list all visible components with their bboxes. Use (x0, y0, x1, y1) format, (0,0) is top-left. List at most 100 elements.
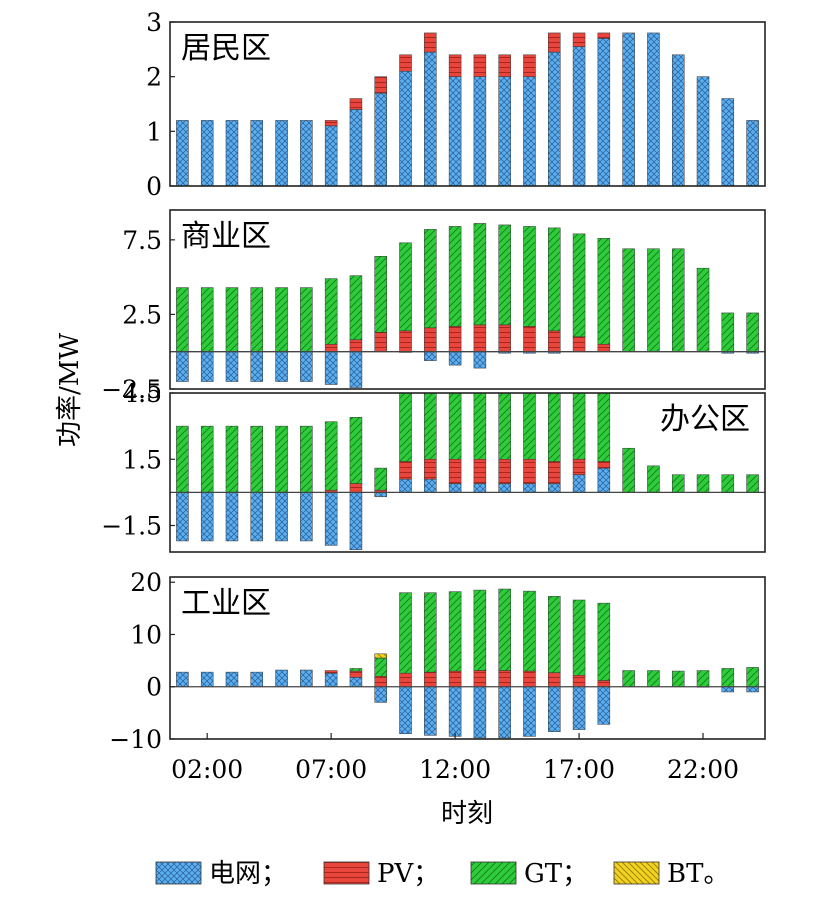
bar-gt-h14 (498, 393, 511, 460)
bar-grid-h8 (349, 492, 363, 551)
panel-frame (169, 576, 766, 740)
bar-gt-h16 (548, 393, 561, 462)
bar-pv-h18 (597, 680, 611, 687)
bar-grid-h17 (572, 686, 586, 730)
bar-gt-h1 (176, 425, 189, 493)
bar-pv-h15 (523, 459, 536, 484)
legend-swatch (470, 861, 517, 885)
bar-gt-h5 (275, 287, 288, 352)
bar-grid-h10 (399, 686, 412, 735)
legend: 电网； PV； GT； BT。 (155, 859, 729, 889)
bar-gt-h7 (324, 278, 338, 345)
bar-grid-h16 (548, 483, 561, 493)
bar-grid-h13 (473, 686, 487, 739)
bar-grid-h16 (548, 686, 561, 732)
bar-pv-h7 (324, 670, 338, 674)
bar-grid-h10 (399, 70, 412, 186)
bar-gt-h7 (324, 421, 338, 491)
bar-gt-h15 (523, 590, 536, 672)
bar-gt-h19 (622, 670, 635, 687)
bar-gt-h13 (473, 223, 487, 326)
y-tick-label: −1.5 (101, 512, 162, 541)
bar-grid-h3 (225, 492, 239, 542)
bar-grid-h4 (250, 120, 264, 186)
bar-pv-h12 (448, 54, 462, 77)
bar-grid-h9 (374, 492, 387, 498)
bar-gt-h6 (300, 287, 313, 352)
bar-gt-h19 (622, 248, 635, 352)
bar-grid-h17 (572, 474, 586, 493)
bar-gt-h20 (647, 248, 660, 352)
bar-pv-h18 (597, 32, 611, 39)
bar-pv-h9 (374, 332, 387, 352)
legend-swatch (155, 861, 202, 885)
bar-gt-h4 (250, 425, 264, 493)
bar-gt-h10 (399, 592, 412, 674)
bar-gt-h15 (523, 393, 536, 460)
bar-gt-h23 (721, 312, 735, 352)
x-axis-ticks: 02:00 07:00 12:00 17:00 22:00 (171, 733, 739, 784)
bar-gt-h21 (671, 248, 685, 352)
bar-grid-h17 (572, 46, 586, 186)
y-tick-label: 1 (146, 117, 162, 146)
bar-grid-h1 (176, 671, 189, 687)
bar-grid-h4 (250, 671, 264, 687)
panel-frame (169, 21, 766, 187)
y-tick-label: 10 (130, 620, 162, 649)
bar-gt-h2 (200, 287, 214, 352)
bar-pv-h16 (548, 672, 561, 687)
bar-pv-h13 (473, 324, 487, 352)
bar-grid-h8 (349, 109, 363, 186)
bar-grid-h2 (200, 351, 214, 382)
bar-gt-h24 (746, 312, 759, 352)
panel-frame (169, 392, 766, 553)
bar-gt-h17 (572, 599, 586, 676)
bar-grid-h14 (498, 686, 511, 739)
bar-grid-h12 (448, 351, 462, 366)
bar-gt-h6 (300, 425, 313, 493)
bar-gt-h3 (225, 425, 239, 493)
panel-background (170, 393, 765, 552)
y-tick-label: 3 (146, 8, 162, 37)
bar-grid-h23 (721, 98, 735, 186)
bar-gt-h8 (349, 668, 363, 672)
bar-grid-h3 (225, 351, 239, 382)
bar-grid-h11 (424, 686, 437, 736)
bar-gt-h12 (448, 393, 462, 460)
bar-grid-h3 (225, 671, 239, 687)
bar-pv-h8 (349, 339, 363, 352)
bar-pv-h17 (572, 459, 586, 475)
bar-grid-h7 (324, 672, 338, 687)
bar-grid-h24 (746, 686, 759, 693)
panel-3: −1.5 1.5 4.5 办公区 (101, 379, 766, 553)
y-tick-label: 20 (130, 568, 162, 597)
bar-pv-h15 (523, 326, 536, 352)
panel-background (170, 22, 765, 186)
bar-grid-h16 (548, 51, 561, 186)
bar-pv-h11 (424, 32, 437, 53)
bar-gt-h17 (572, 233, 586, 338)
bar-gt-h11 (424, 393, 437, 460)
panel-frame (169, 209, 766, 390)
y-tick-label: 7.5 (122, 226, 162, 255)
y-tick-label: 1.5 (122, 445, 162, 474)
bar-grid-h18 (597, 467, 611, 493)
bar-grid-h5 (275, 669, 288, 687)
bar-pv-h10 (399, 672, 412, 687)
bar-pv-h14 (498, 324, 511, 352)
bar-gt-h5 (275, 425, 288, 493)
x-axis-label: 时刻 (441, 799, 493, 829)
x-tick-label: 07:00 (295, 755, 367, 784)
bar-gt-h9 (374, 255, 387, 333)
bar-grid-h19 (622, 32, 635, 186)
bar-gt-h22 (696, 474, 710, 493)
bar-pv-h17 (572, 32, 586, 47)
legend-label: BT。 (667, 859, 729, 889)
bar-gt-h20 (647, 465, 660, 493)
bar-grid-h12 (448, 483, 462, 493)
bar-pv-h11 (424, 671, 437, 687)
bar-gt-h9 (374, 467, 387, 491)
legend-item-gt: GT； (470, 859, 588, 889)
bar-pv-h8 (349, 483, 363, 493)
bar-gt-h18 (597, 393, 611, 462)
